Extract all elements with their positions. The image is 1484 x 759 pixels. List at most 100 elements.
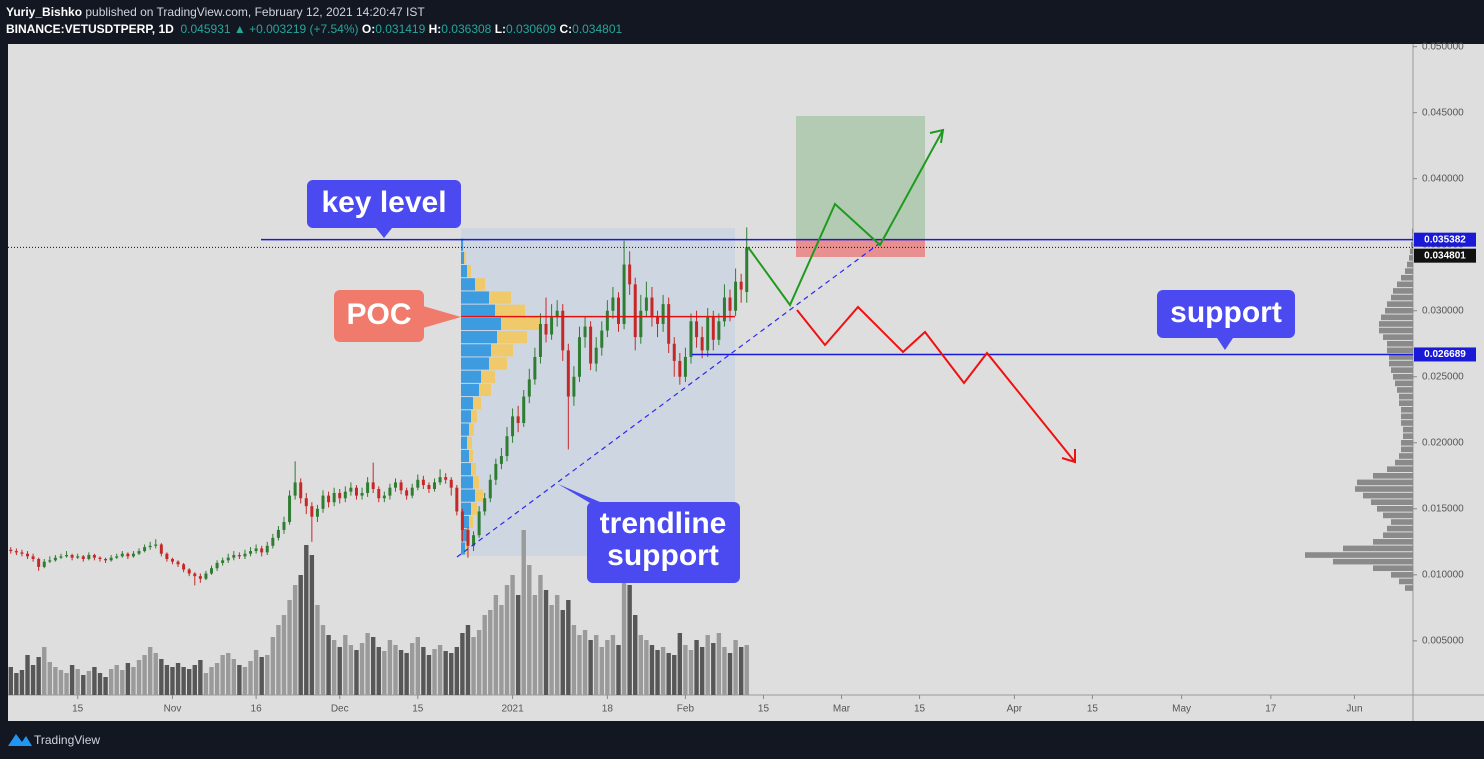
- volume-bar: [320, 625, 326, 695]
- price: 0.045931: [180, 22, 231, 36]
- range-profile-bar: [1401, 413, 1413, 420]
- range-profile-bar: [1379, 321, 1413, 327]
- volume-bar: [181, 667, 186, 695]
- candle-body: [656, 317, 660, 324]
- range-profile-bar: [1383, 532, 1413, 539]
- ohlc-label: C:: [559, 22, 573, 36]
- volume-bar: [621, 575, 627, 695]
- stop-zone: [796, 240, 925, 257]
- range-profile-bar: [1373, 472, 1413, 479]
- volume-bar: [108, 669, 114, 695]
- profile-up: [461, 410, 471, 423]
- volume-bar: [292, 585, 298, 695]
- x-tick-label: 16: [251, 704, 263, 715]
- volume-bar: [733, 640, 738, 695]
- target-zone: [796, 116, 925, 240]
- range-profile-bar: [1391, 367, 1413, 373]
- volume-bar: [354, 650, 359, 695]
- candle-body: [170, 558, 174, 562]
- volume-bar: [382, 651, 387, 695]
- volume-bar: [64, 673, 69, 695]
- volume-bar: [694, 640, 699, 695]
- volume-bar: [393, 645, 398, 695]
- volume-bar: [125, 663, 131, 695]
- candle-body: [9, 549, 13, 552]
- candle-body: [226, 557, 230, 561]
- range-profile-bar: [1305, 552, 1413, 558]
- volume-bar: [482, 615, 487, 695]
- volume-bar: [136, 660, 142, 695]
- candle-body: [393, 482, 397, 488]
- volume-bar: [298, 575, 303, 695]
- volume-bar: [304, 545, 309, 695]
- volume-bar: [265, 655, 270, 695]
- price-tag-label: 0.035382: [1424, 234, 1466, 245]
- x-tick-label: May: [1172, 704, 1191, 715]
- volume-bar: [744, 645, 749, 695]
- profile-down: [479, 383, 491, 397]
- volume-bar: [81, 675, 86, 695]
- ohlc-value: 0.031419: [375, 22, 426, 36]
- x-tick-label: 15: [914, 704, 926, 715]
- volume-bar: [549, 605, 554, 695]
- bull-path: [747, 129, 944, 307]
- volume-bar: [147, 647, 153, 695]
- volume-bar: [722, 647, 727, 695]
- y-tick-label: 0.015000: [1422, 503, 1464, 514]
- volume-bar: [175, 663, 181, 695]
- candle-body: [120, 553, 124, 557]
- profile-down: [501, 317, 541, 331]
- volume-bar: [688, 650, 694, 695]
- candle-body: [427, 485, 431, 490]
- profile-down: [473, 397, 481, 410]
- profile-up: [461, 502, 471, 515]
- volume-bar: [114, 665, 119, 695]
- candle-body: [366, 482, 370, 493]
- candle-body: [315, 508, 319, 517]
- candle-body: [87, 555, 91, 559]
- volume-bar: [281, 615, 287, 695]
- candle-body: [460, 511, 464, 530]
- profile-down: [467, 265, 471, 278]
- range-profile-bar: [1357, 479, 1413, 486]
- x-tick-label: 15: [1087, 704, 1099, 715]
- price-tag-label: 0.034801: [1424, 250, 1466, 261]
- range-profile-bar: [1387, 466, 1413, 472]
- candle-body: [377, 489, 381, 499]
- y-tick-label: 0.050000: [1422, 41, 1464, 52]
- range-profile-bar: [1383, 334, 1413, 340]
- volume-bar: [86, 671, 92, 695]
- profile-down: [471, 463, 476, 476]
- y-tick-label: 0.005000: [1422, 636, 1464, 647]
- candle-body: [505, 436, 509, 456]
- header-line: BINANCE:VETUSDTPERP, 1D 0.045931 ▲ +0.00…: [6, 22, 622, 36]
- volume-bar: [577, 635, 582, 695]
- x-tick-label: 15: [412, 704, 424, 715]
- candle-body: [745, 247, 749, 293]
- x-tick-label: Apr: [1007, 704, 1023, 715]
- range-profile-bar: [1401, 439, 1413, 446]
- candle-body: [561, 310, 565, 351]
- profile-up: [461, 397, 473, 410]
- range-profile-bar: [1391, 294, 1413, 301]
- volume-bar: [504, 585, 510, 695]
- candle-body: [689, 321, 693, 357]
- candle-body: [321, 495, 325, 509]
- candle-body: [706, 317, 710, 351]
- candle-body: [271, 537, 275, 546]
- ohlc-label: O:: [361, 22, 376, 36]
- candle-body: [37, 558, 41, 567]
- volume-bar: [42, 647, 47, 695]
- volume-bar: [97, 673, 103, 695]
- candle-body: [499, 455, 503, 464]
- candle-body: [734, 281, 738, 311]
- candle-body: [293, 482, 297, 496]
- volume-bar: [359, 643, 365, 695]
- candle-body: [594, 347, 598, 364]
- candle-body: [639, 310, 643, 338]
- range-profile-bar: [1397, 387, 1413, 393]
- volume-bar: [683, 645, 688, 695]
- range-profile-bar: [1377, 506, 1413, 512]
- candle-body: [455, 487, 459, 512]
